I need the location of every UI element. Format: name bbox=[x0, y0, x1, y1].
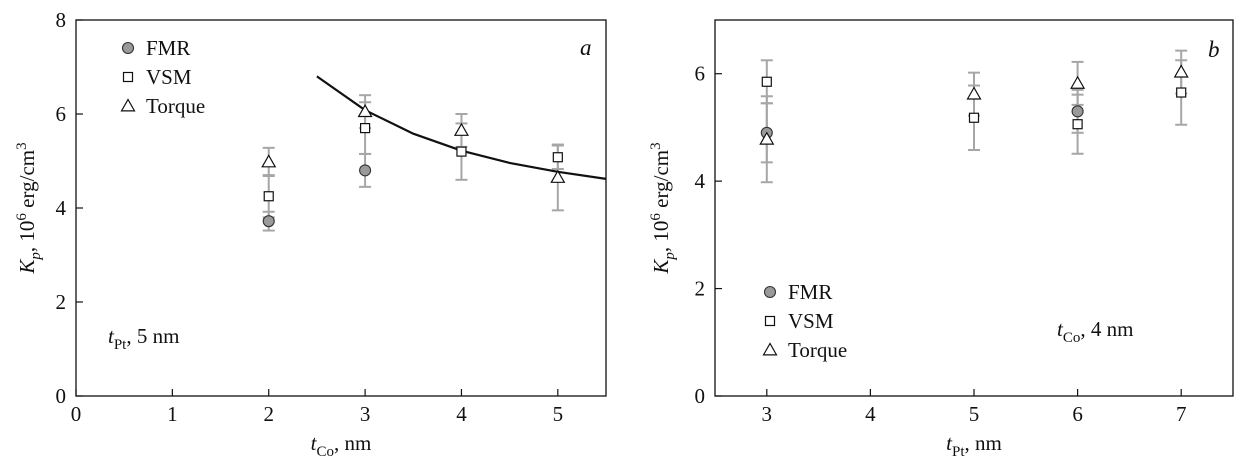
legend-marker-circle bbox=[121, 41, 135, 55]
data-point-triangle bbox=[759, 131, 775, 145]
data-point-triangle bbox=[1070, 75, 1086, 89]
legend-label: FMR bbox=[788, 280, 832, 304]
legend-label: VSM bbox=[788, 309, 834, 333]
legend-label: FMR bbox=[146, 36, 190, 60]
panel-label: a bbox=[580, 35, 592, 60]
data-point-square bbox=[761, 76, 772, 87]
data-point-square bbox=[552, 152, 563, 163]
x-tick-label: 3 bbox=[360, 402, 371, 426]
y-axis-label: Kp, 106 erg/cm3 bbox=[648, 142, 678, 274]
chart-panel-a: 0 1 2 3 4 5 0 2 4 6 8 FMR VSM Torque a tPt, 5 nm tCo, nm… bbox=[14, 8, 607, 460]
chart-panel-b: 3 4 5 6 7 0 2 4 6 FMR VSM Torque b tCo, 4 nm tPt, nm Kp… bbox=[648, 19, 1234, 460]
data-point-square bbox=[968, 112, 980, 123]
x-tick-label: 2 bbox=[263, 402, 274, 426]
panel-label: b bbox=[1208, 37, 1220, 62]
legend: FMR VSM Torque bbox=[120, 36, 205, 118]
legend-label: Torque bbox=[788, 338, 847, 362]
x-tick-label: 6 bbox=[1072, 402, 1083, 426]
y-tick-label: 4 bbox=[695, 169, 706, 193]
x-tick-label: 0 bbox=[71, 402, 82, 426]
x-tick-label: 3 bbox=[762, 402, 773, 426]
y-tick-label: 6 bbox=[56, 102, 67, 126]
data-point-triangle bbox=[550, 169, 566, 183]
data-point-triangle bbox=[453, 122, 469, 136]
data-point-triangle bbox=[966, 86, 982, 100]
y-tick-label: 4 bbox=[56, 196, 67, 220]
y-tick-label: 0 bbox=[695, 384, 706, 408]
annotation: tPt, 5 nm bbox=[108, 324, 179, 353]
y-tick-label: 8 bbox=[56, 8, 67, 32]
x-tick-label: 1 bbox=[167, 402, 178, 426]
x-tick-label: 5 bbox=[553, 402, 564, 426]
data-point-square bbox=[456, 146, 467, 157]
x-tick-label: 7 bbox=[1176, 402, 1187, 426]
legend-marker-square bbox=[122, 71, 134, 83]
data-point-triangle bbox=[357, 103, 373, 118]
y-tick-label: 0 bbox=[56, 384, 67, 408]
y-tick-label: 2 bbox=[56, 290, 67, 314]
legend-marker-circle bbox=[763, 285, 777, 299]
legend-label: VSM bbox=[146, 65, 192, 89]
x-tick-label: 4 bbox=[456, 402, 467, 426]
legend-label: Torque bbox=[146, 94, 205, 118]
legend: FMR VSM Torque bbox=[762, 280, 847, 362]
data-point-circle bbox=[1071, 105, 1084, 118]
x-tick-label: 4 bbox=[865, 402, 876, 426]
legend-marker-square bbox=[764, 315, 776, 327]
y-axis-label: Kp, 106 erg/cm3 bbox=[14, 142, 44, 274]
annotation: tCo, 4 nm bbox=[1057, 317, 1133, 346]
data-point-circle bbox=[262, 215, 275, 228]
x-tick-label: 5 bbox=[969, 402, 980, 426]
y-tick-label: 2 bbox=[695, 277, 706, 301]
data-point-square bbox=[359, 122, 371, 134]
data-point-square bbox=[263, 191, 274, 202]
y-tick-label: 6 bbox=[695, 62, 706, 86]
x-axis-label: tPt, nm bbox=[946, 431, 1002, 460]
legend-marker-triangle bbox=[762, 342, 778, 356]
x-axis-label: tCo, nm bbox=[311, 431, 372, 460]
data-point-triangle bbox=[261, 154, 277, 168]
data-point-square bbox=[1072, 119, 1083, 130]
data-point-triangle bbox=[1173, 64, 1189, 78]
data-point-square bbox=[1176, 87, 1187, 98]
legend-marker-triangle bbox=[120, 98, 136, 112]
data-point-circle bbox=[359, 164, 372, 177]
